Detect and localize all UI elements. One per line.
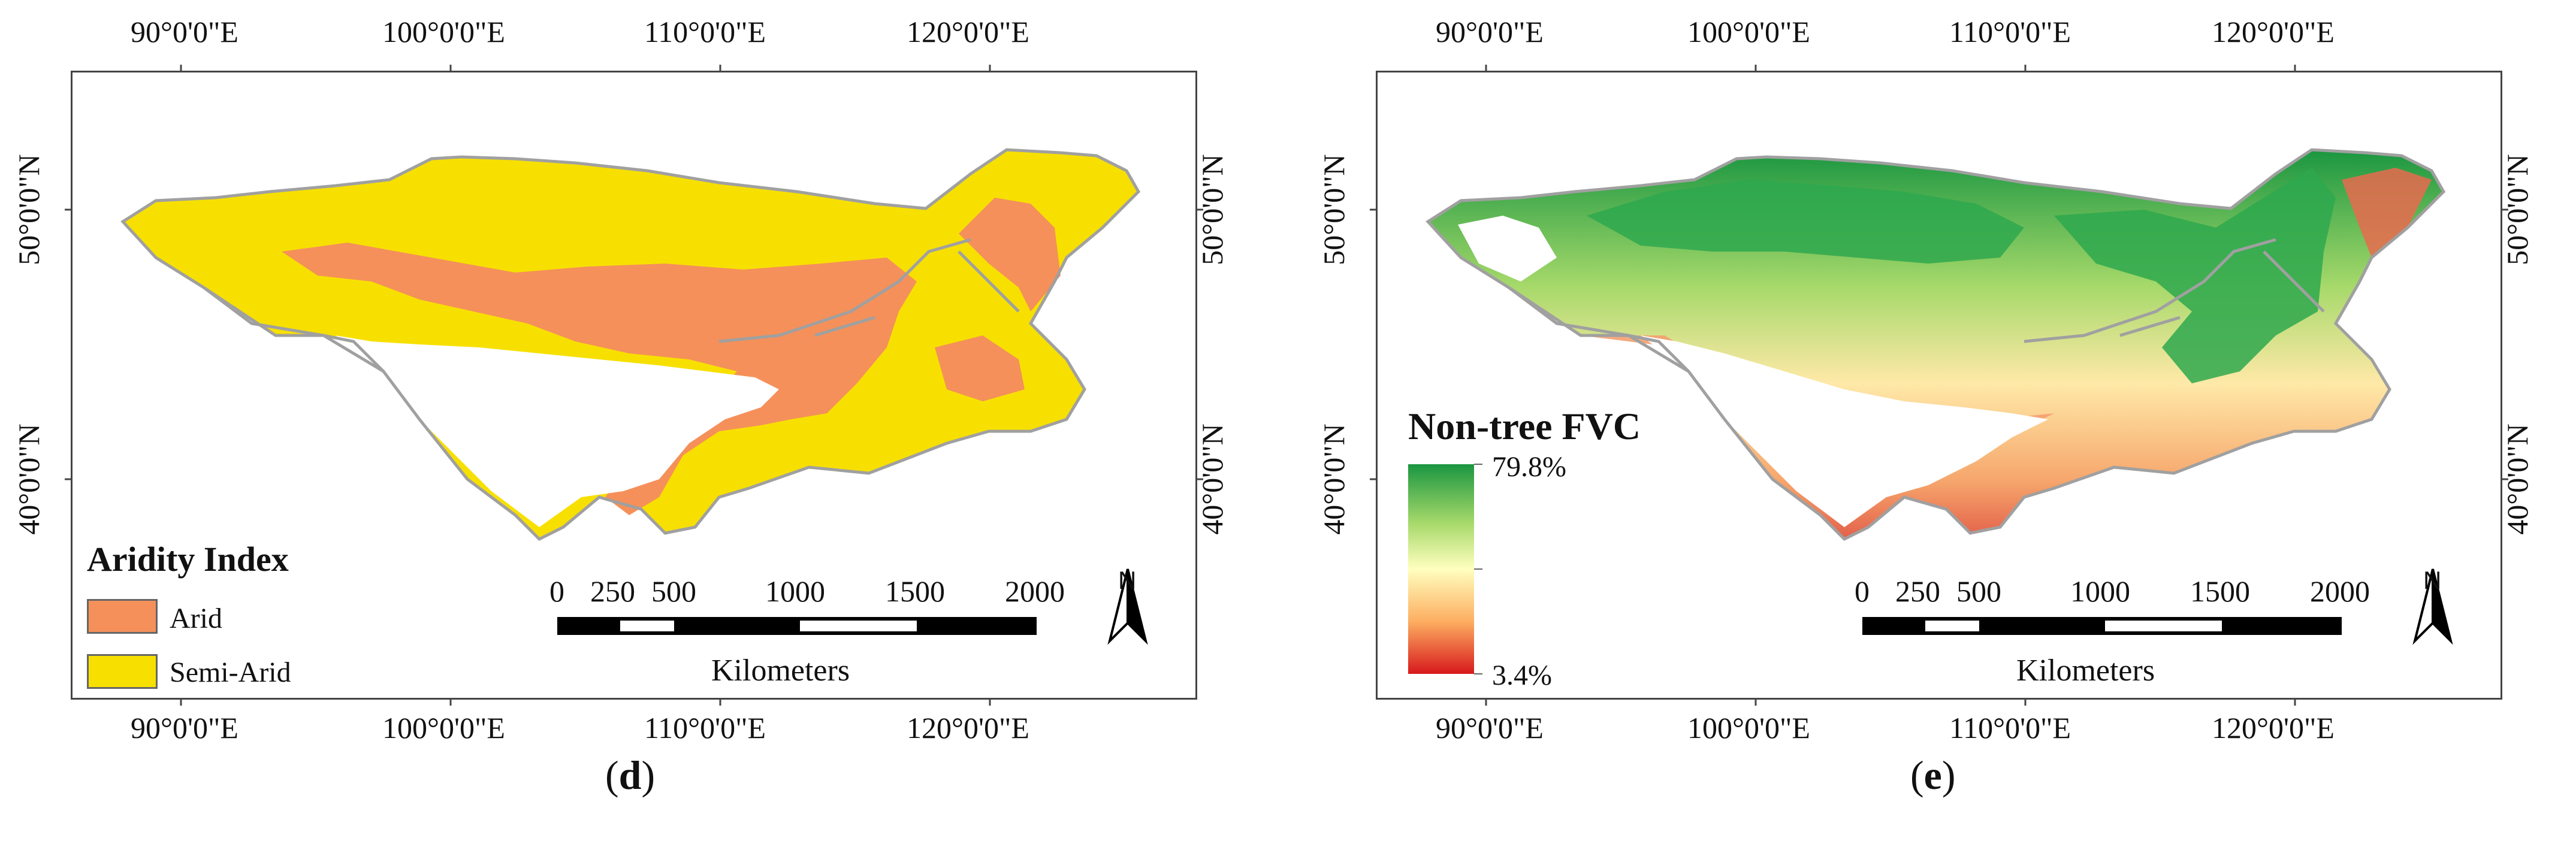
legend-title: Non-tree FVC bbox=[1408, 405, 1641, 447]
scale-tick-label: 1000 bbox=[765, 574, 825, 608]
lon-label-top: 110°0'0"E bbox=[644, 15, 766, 49]
scale-tick-label: 500 bbox=[651, 574, 696, 608]
scale-tick-label: 2000 bbox=[1005, 574, 1065, 608]
lon-label-bottom: 110°0'0"E bbox=[1949, 711, 2071, 745]
map-panel-d: 90°0'0"E 100°0'0"E 110°0'0"E 120°0'0"E 9… bbox=[12, 15, 1229, 798]
scale-tick-label: 2000 bbox=[2310, 574, 2370, 608]
lon-label-bottom: 90°0'0"E bbox=[131, 711, 238, 745]
lon-label-top: 110°0'0"E bbox=[1949, 15, 2071, 49]
legend-label-semi-arid: Semi-Arid bbox=[170, 657, 291, 688]
region-non-dryland bbox=[1641, 335, 2048, 527]
north-arrow bbox=[1107, 568, 1148, 645]
scale-tick-label: 250 bbox=[590, 574, 635, 608]
fvc-high-zone bbox=[2054, 168, 2336, 383]
scale-bar bbox=[557, 617, 1037, 635]
lon-label-top: 120°0'0"E bbox=[907, 15, 1029, 49]
legend-ramp-ticks bbox=[1474, 464, 1482, 674]
internal-boundary bbox=[203, 238, 1020, 373]
panel-caption: (e) bbox=[1910, 752, 1956, 798]
region-arid bbox=[935, 335, 1025, 401]
north-arrow bbox=[2412, 568, 2453, 645]
scale-tick-label: 0 bbox=[549, 574, 564, 608]
lon-label-bottom: 100°0'0"E bbox=[382, 711, 505, 745]
legend-color-ramp bbox=[1408, 464, 1474, 674]
region-arid bbox=[959, 198, 1061, 311]
scale-tick-label: 0 bbox=[1855, 574, 1870, 608]
north-label: N bbox=[1118, 566, 1137, 594]
legend-title: Aridity Index bbox=[87, 540, 289, 579]
map-canvas-e bbox=[1370, 65, 2508, 706]
lon-label-bottom: 90°0'0"E bbox=[1436, 711, 1544, 745]
lon-label-bottom: 100°0'0"E bbox=[1687, 711, 1810, 745]
legend-swatch-semi-arid bbox=[87, 654, 158, 689]
scale-tick-label: 1500 bbox=[2190, 574, 2250, 608]
country-boundary bbox=[120, 148, 1141, 542]
scale-tick-label: 1000 bbox=[2070, 574, 2130, 608]
north-label: N bbox=[2423, 566, 2442, 594]
lon-label-top: 120°0'0"E bbox=[2212, 15, 2335, 49]
legend-label-arid: Arid bbox=[170, 603, 222, 634]
fvc-low-zone bbox=[2342, 168, 2432, 258]
legend-max-label: 79.8% bbox=[1492, 451, 1566, 483]
scale-unit: Kilometers bbox=[2016, 654, 2155, 688]
panel-caption: (d) bbox=[605, 752, 656, 798]
lon-label-bottom: 120°0'0"E bbox=[2212, 711, 2335, 745]
region-arid bbox=[282, 243, 917, 515]
map-canvas-d bbox=[65, 65, 1203, 706]
country-boundary bbox=[1426, 148, 2446, 542]
legend-swatch-arid bbox=[87, 599, 158, 634]
internal-boundary bbox=[1508, 238, 2325, 373]
graticule-ticks bbox=[65, 65, 1203, 706]
scale-unit: Kilometers bbox=[711, 654, 850, 688]
lon-label-top: 100°0'0"E bbox=[1687, 15, 1810, 49]
scale-tick-label: 1500 bbox=[885, 574, 945, 608]
lon-label-top: 100°0'0"E bbox=[382, 15, 505, 49]
region-non-dryland bbox=[1458, 216, 1557, 282]
lon-label-top: 90°0'0"E bbox=[1436, 15, 1544, 49]
fvc-high-zone bbox=[1587, 180, 2024, 264]
map-panel-e: 90°0'0"E 100°0'0"E 110°0'0"E 120°0'0"E 9… bbox=[1305, 0, 2576, 847]
lon-label-bottom: 110°0'0"E bbox=[644, 711, 766, 745]
lon-label-bottom: 120°0'0"E bbox=[907, 711, 1029, 745]
graticule-ticks bbox=[1370, 65, 2508, 706]
scale-bar bbox=[1862, 617, 2342, 635]
region-non-dryland bbox=[336, 335, 779, 527]
lon-label-top: 90°0'0"E bbox=[131, 15, 238, 49]
scale-tick-label: 500 bbox=[1956, 574, 2001, 608]
legend-min-label: 3.4% bbox=[1492, 660, 1552, 691]
scale-tick-label: 250 bbox=[1895, 574, 1940, 608]
